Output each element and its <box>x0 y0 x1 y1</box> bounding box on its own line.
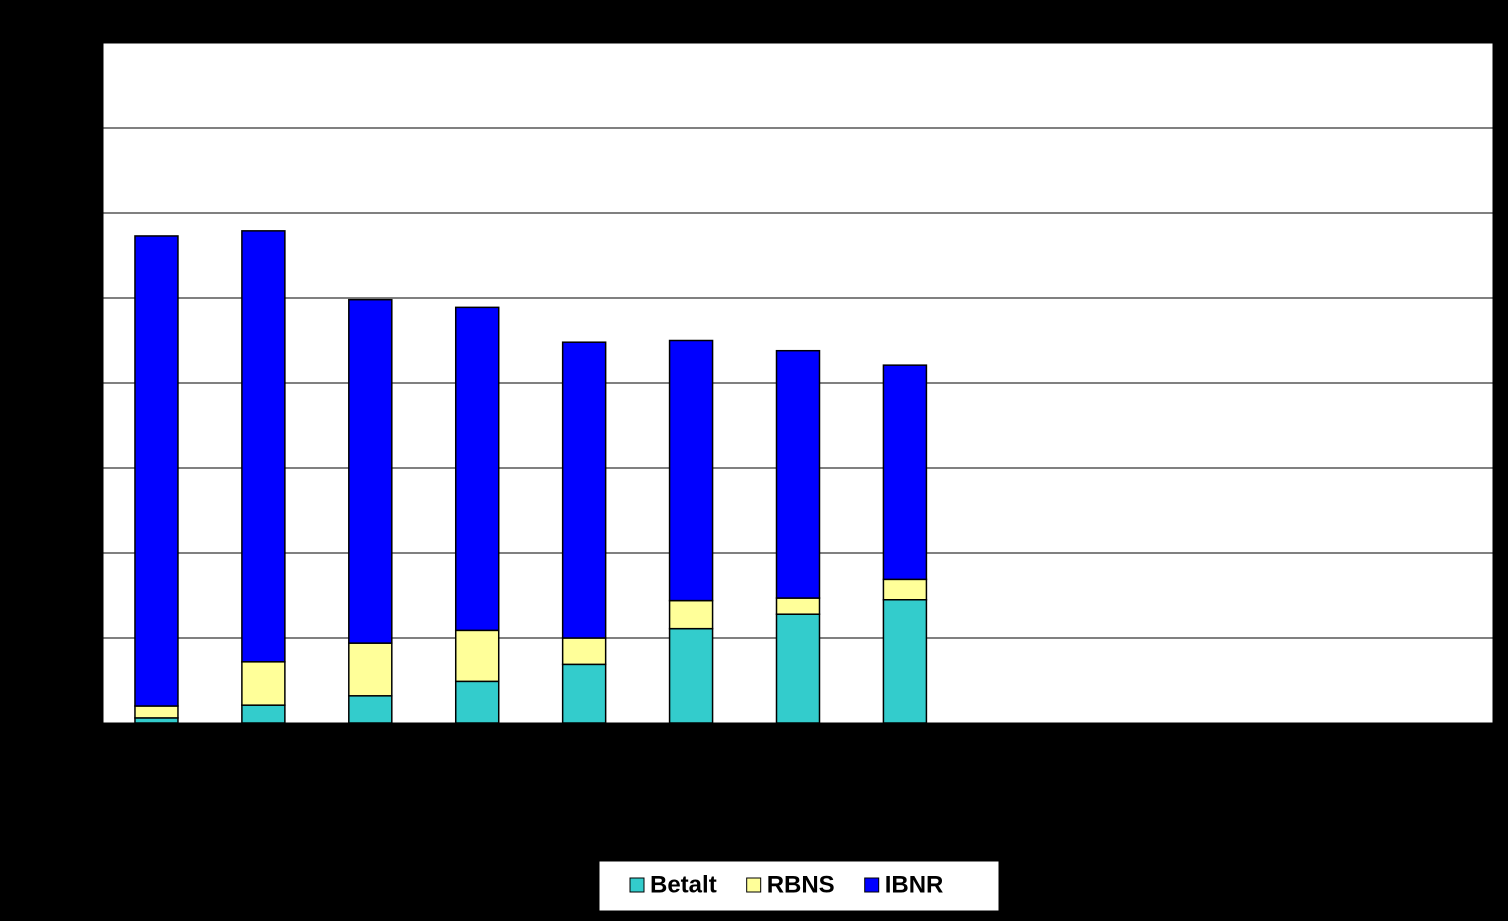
bar-segment <box>241 230 286 663</box>
y-tick-label: 1 <box>80 623 93 650</box>
bar-segment <box>454 680 500 724</box>
legend <box>598 860 1000 912</box>
bar-segment <box>775 349 821 599</box>
legend-label: Betalt <box>650 871 717 898</box>
y-tick-label: 4 <box>80 368 94 395</box>
bar-segment <box>134 717 179 724</box>
y-tick-label: 6 <box>80 198 93 225</box>
legend-swatch <box>629 877 645 893</box>
bar-segment <box>241 661 286 706</box>
bar-segment <box>454 306 500 632</box>
bar-segment <box>882 578 928 601</box>
bar-segment <box>348 298 393 644</box>
bar-segment <box>775 597 821 615</box>
bar-segment <box>882 364 928 581</box>
legend-swatch <box>746 877 762 893</box>
bar-segment <box>882 599 928 724</box>
y-tick-label: 3 <box>80 453 93 480</box>
bar-segment <box>775 613 821 724</box>
bar-segment <box>668 599 714 630</box>
bar-segment <box>348 642 393 697</box>
y-tick-label: 2 <box>80 538 93 565</box>
bar-segment <box>134 235 179 707</box>
y-tick-label: 0 <box>80 708 93 735</box>
bar-segment <box>454 629 500 683</box>
legend-label: IBNR <box>885 871 944 898</box>
bar-segment <box>348 695 393 724</box>
legend-swatch <box>864 877 880 893</box>
y-tick-label: 8 <box>80 28 93 55</box>
bar-segment <box>241 704 286 724</box>
bar-segment <box>134 705 179 719</box>
y-tick-label: 7 <box>80 113 93 140</box>
bar-segment <box>668 627 714 724</box>
bar-segment <box>561 341 607 639</box>
legend-label: RBNS <box>767 871 835 898</box>
bar-segment <box>561 663 607 724</box>
bar-segment <box>668 339 714 602</box>
bar-segment <box>561 637 607 666</box>
y-tick-label: 5 <box>80 283 93 310</box>
